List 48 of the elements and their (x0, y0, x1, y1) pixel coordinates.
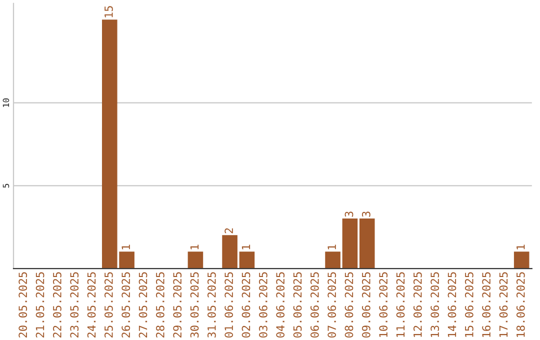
data-label: 1 (242, 244, 250, 250)
x-tick-label: 07.06.2025 (328, 272, 336, 338)
x-tick-label: 27.05.2025 (138, 272, 148, 338)
x-tick-label: 01.06.2025 (224, 272, 234, 338)
y-tick-label: 5 (2, 184, 10, 188)
x-tick-label: 24.05.2025 (87, 272, 96, 338)
data-label: 1 (516, 244, 525, 250)
x-tick-label: 13.06.2025 (430, 272, 440, 337)
x-tick-label: 14.06.2025 (448, 272, 456, 337)
x-tick-label: 29.05.2025 (173, 272, 182, 338)
x-tick-label: 20.05.2025 (18, 272, 28, 338)
x-tick-label: 02.06.2025 (242, 272, 250, 338)
x-tick-label: 26.05.2025 (122, 272, 130, 338)
x-tick-label: 16.06.2025 (482, 272, 491, 337)
x-tick-label: 12.06.2025 (413, 272, 422, 337)
bar (222, 235, 238, 269)
data-label: 1 (190, 244, 199, 250)
x-tick-label: 30.05.2025 (190, 272, 199, 338)
x-tick-label: 25.05.2025 (104, 272, 113, 338)
x-tick-label: 03.06.2025 (258, 272, 268, 338)
bar (342, 218, 358, 269)
x-tick-label: 23.05.2025 (70, 272, 79, 338)
x-tick-label: 11.06.2025 (396, 272, 405, 337)
data-label: 1 (328, 244, 336, 250)
x-tick-label: 18.06.2025 (516, 272, 525, 337)
data-label: 2 (224, 228, 233, 234)
x-tick-label: 31.05.2025 (207, 272, 216, 338)
x-tick-label: 08.06.2025 (344, 272, 354, 338)
bar (325, 252, 340, 269)
x-tick-label: 17.06.2025 (499, 272, 508, 337)
x-tick-label: 22.05.2025 (52, 272, 62, 338)
data-label: 3 (362, 212, 370, 217)
bar (188, 252, 204, 269)
bar (239, 252, 255, 269)
bar (359, 218, 375, 269)
x-tick-label: 04.06.2025 (276, 272, 285, 338)
x-tick-label: 09.06.2025 (362, 272, 370, 338)
x-tick-label: 06.06.2025 (310, 272, 319, 338)
bar (514, 252, 530, 269)
x-tick-label: 15.06.2025 (464, 272, 474, 337)
data-label: 15 (104, 6, 113, 18)
x-tick-label: 10.06.2025 (379, 272, 388, 337)
x-tick-label: 21.05.2025 (36, 272, 44, 338)
data-label: 1 (122, 244, 130, 250)
y-tick-label: 10 (2, 98, 10, 107)
data-label: 3 (344, 212, 354, 217)
x-tick-label: 28.05.2025 (156, 272, 164, 338)
x-tick-label: 05.06.2025 (293, 272, 302, 338)
